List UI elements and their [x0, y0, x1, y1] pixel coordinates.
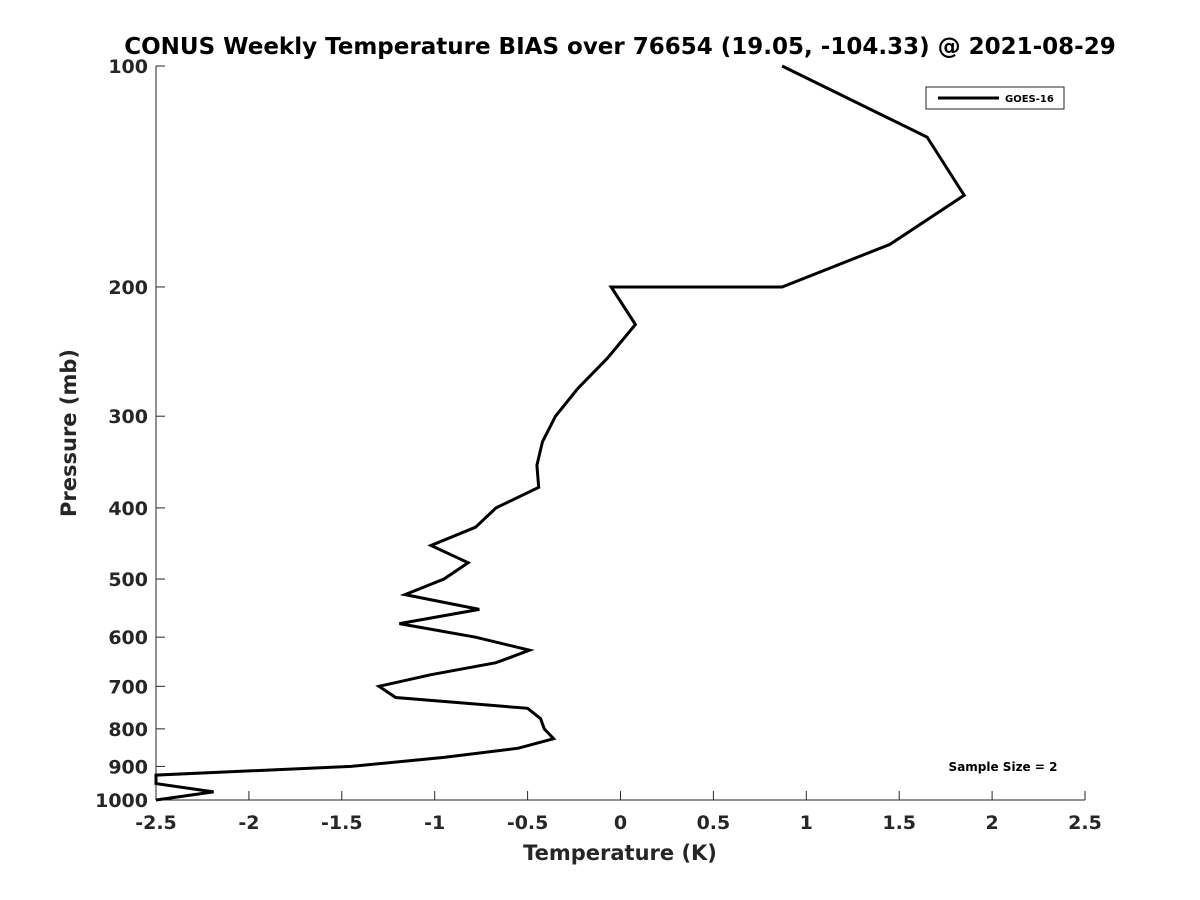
y-tick-label: 700 — [108, 676, 148, 698]
y-tick-label: 100 — [108, 56, 148, 78]
legend: GOES-16 — [925, 86, 1065, 110]
x-tick-label: 0.5 — [697, 812, 731, 834]
y-tick-label: 400 — [108, 498, 148, 520]
x-tick-label: 1 — [800, 812, 813, 834]
x-axis-label: Temperature (K) — [523, 841, 717, 865]
x-ticks: -2.5 -2 -1.5 -1 -0.5 0 0.5 1 1.5 2 2.5 — [135, 791, 1102, 834]
x-tick-label: 2 — [985, 812, 998, 834]
y-tick-label: 800 — [108, 719, 148, 741]
y-tick-label: 1000 — [95, 790, 148, 812]
y-tick-label: 500 — [108, 569, 148, 591]
series-line-goes-16 — [154, 64, 967, 802]
x-tick-label: 2.5 — [1068, 812, 1102, 834]
x-tick-label: -0.5 — [507, 812, 549, 834]
y-ticks: 100 200 300 400 500 600 700 800 900 1000 — [95, 56, 165, 812]
y-tick-label: 900 — [108, 756, 148, 778]
x-tick-label: 0 — [614, 812, 627, 834]
chart-title: CONUS Weekly Temperature BIAS over 76654… — [124, 34, 1115, 60]
x-tick-label: -2.5 — [135, 812, 177, 834]
sample-size-annotation: Sample Size = 2 — [949, 760, 1058, 774]
x-tick-label: -2 — [238, 812, 259, 834]
legend-label-goes-16: GOES-16 — [1005, 94, 1054, 105]
y-tick-label: 600 — [108, 627, 148, 649]
x-tick-label: 1.5 — [882, 812, 916, 834]
x-tick-label: -1.5 — [321, 812, 363, 834]
series-layer — [154, 64, 967, 802]
y-tick-label: 200 — [108, 277, 148, 299]
y-axis-label: Pressure (mb) — [57, 349, 81, 517]
plot-area — [156, 66, 1085, 800]
y-tick-label: 300 — [108, 406, 148, 428]
x-tick-label: -1 — [424, 812, 445, 834]
